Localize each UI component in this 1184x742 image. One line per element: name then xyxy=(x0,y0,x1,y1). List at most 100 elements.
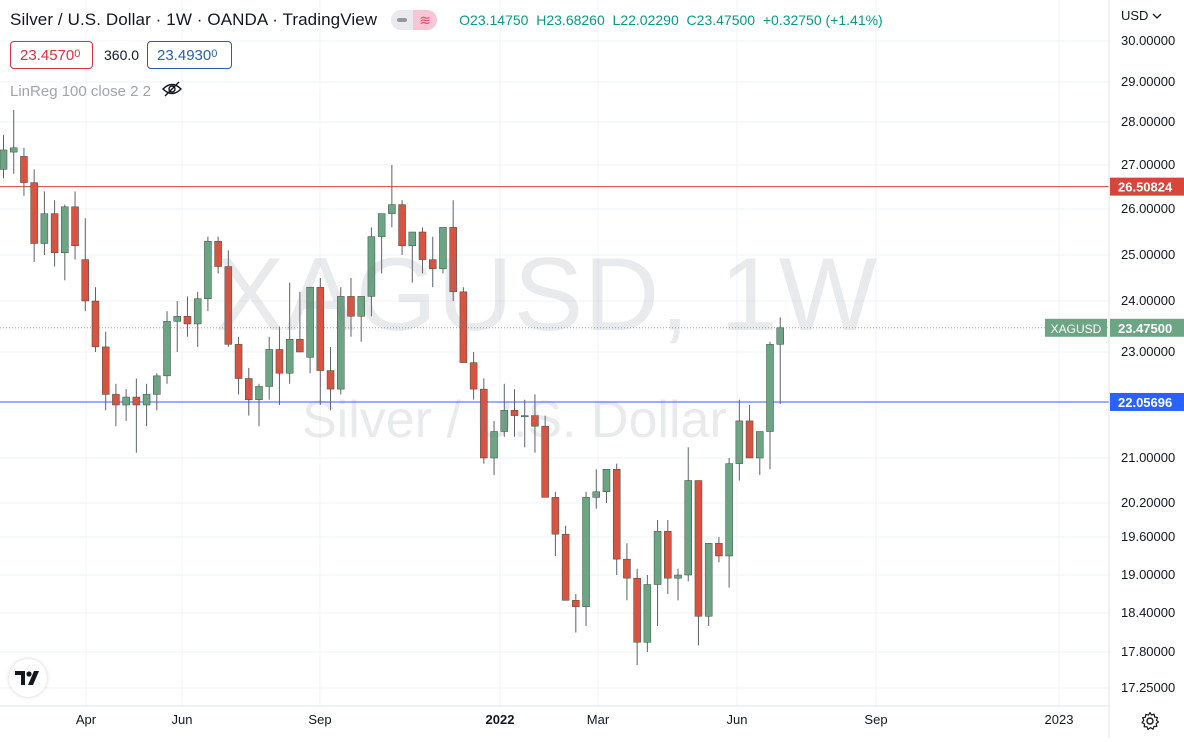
level-label: 26.50824 xyxy=(1118,180,1173,195)
candle-body xyxy=(531,415,539,427)
candle-body xyxy=(367,236,376,297)
candle-body xyxy=(756,431,764,459)
gear-icon[interactable] xyxy=(1140,711,1160,731)
x-tick-label: Sep xyxy=(308,712,331,727)
y-tick-label: 17.25000 xyxy=(1121,680,1175,695)
symbol-title[interactable]: Silver / U.S. Dollar · 1W · OANDA · Trad… xyxy=(10,10,378,29)
level-label-bg xyxy=(1110,392,1184,411)
candle-body xyxy=(623,558,631,579)
y-tick-label: 30.00000 xyxy=(1121,33,1175,48)
change-value: +0.32750 (+1.41%) xyxy=(762,12,883,28)
buy-price-sup: 0 xyxy=(211,48,218,60)
candle-body xyxy=(265,349,273,387)
candle-body xyxy=(582,497,590,607)
x-tick-label: Apr xyxy=(76,712,97,727)
candle-body xyxy=(500,410,509,432)
candle-body xyxy=(61,206,69,253)
candle-body xyxy=(745,420,754,459)
candle-body xyxy=(173,316,181,322)
sell-price: 23.4570 xyxy=(20,46,75,64)
ohlc-values: O23.14750 H23.68260 L22.02290 C23.47500 … xyxy=(459,12,883,28)
y-tick-label: 28.00000 xyxy=(1121,114,1175,129)
candle-body xyxy=(633,577,641,643)
y-tick-label: 20.20000 xyxy=(1121,495,1175,510)
candle-body xyxy=(71,206,79,247)
candle-body xyxy=(674,574,682,579)
x-tick-label: Mar xyxy=(587,712,610,727)
close-value: 23.47500 xyxy=(696,12,756,28)
visibility-pill[interactable]: ≋ xyxy=(391,10,438,30)
wave-icon[interactable]: ≋ xyxy=(413,10,438,30)
candle-body xyxy=(101,346,110,395)
candle-body xyxy=(245,378,253,400)
buy-price: 23.4930 xyxy=(157,46,212,64)
candle-body xyxy=(725,463,733,557)
candle-body xyxy=(347,296,355,317)
indicator-legend: LinReg 100 close 2 2 xyxy=(10,81,183,101)
candle-body xyxy=(592,491,601,498)
candle-body xyxy=(684,480,692,576)
candle-body xyxy=(183,316,192,325)
close-label: C xyxy=(686,12,697,28)
candle-body xyxy=(112,394,120,406)
open-value: 23.14750 xyxy=(470,12,529,28)
candle-body xyxy=(715,543,723,557)
low-value: 22.02290 xyxy=(620,12,679,28)
last-price-label: 23.47500 xyxy=(1118,321,1172,336)
candle-body xyxy=(285,339,294,374)
x-tick-label: 2022 xyxy=(486,712,515,727)
candle-body xyxy=(0,149,8,170)
x-tick-label: Jun xyxy=(727,712,748,727)
candle-body xyxy=(510,410,519,416)
candle-body xyxy=(735,420,744,464)
candle-body xyxy=(306,286,314,358)
currency-selector[interactable]: USD xyxy=(1121,8,1162,23)
sell-price-button[interactable]: 23.4570 0 xyxy=(10,41,93,69)
candle-body xyxy=(234,344,243,379)
buy-price-button[interactable]: 23.4930 0 xyxy=(147,41,232,69)
candle-body xyxy=(459,291,468,363)
candle-body xyxy=(316,286,325,371)
candle-body xyxy=(766,344,774,432)
candle-body xyxy=(520,415,529,418)
x-tick-label: 2023 xyxy=(1045,712,1074,727)
chevron-down-icon xyxy=(1152,8,1162,23)
candle-body xyxy=(50,213,59,253)
candle-body xyxy=(551,497,560,535)
eye-crossed-icon[interactable] xyxy=(161,81,183,101)
candle-body xyxy=(163,321,171,377)
y-tick-label: 19.00000 xyxy=(1121,567,1175,582)
y-tick-label: 24.00000 xyxy=(1121,293,1175,308)
candle-body xyxy=(81,259,90,302)
tradingview-logo-icon[interactable] xyxy=(9,659,47,697)
candle-body xyxy=(418,231,427,260)
last-price-symbol-bg xyxy=(1045,318,1107,337)
high-label: H xyxy=(536,12,547,28)
candles xyxy=(0,110,784,666)
y-tick-label: 18.40000 xyxy=(1121,605,1175,620)
low-label: L xyxy=(612,12,621,28)
watermark-symbol: XAGUSD, 1W xyxy=(215,237,878,353)
level-label-bg xyxy=(1110,177,1184,196)
collapse-icon[interactable] xyxy=(391,10,414,30)
candle-body xyxy=(694,480,703,617)
candle-body xyxy=(275,349,284,374)
candle-body xyxy=(428,259,437,270)
candle-body xyxy=(224,266,233,345)
candle-body xyxy=(377,213,386,237)
open-label: O xyxy=(459,12,471,28)
candle-body xyxy=(561,533,570,601)
chart-header: Silver / U.S. Dollar · 1W · OANDA · Trad… xyxy=(10,10,883,30)
candle-body xyxy=(20,156,28,183)
candle-body xyxy=(142,394,151,406)
candle-body xyxy=(40,213,49,244)
candle-body xyxy=(572,600,580,607)
y-tick-label: 25.00000 xyxy=(1121,247,1175,262)
candle-body xyxy=(439,227,447,270)
candle-body xyxy=(357,296,365,317)
indicator-label[interactable]: LinReg 100 close 2 2 xyxy=(10,82,151,100)
candle-body xyxy=(388,204,396,214)
